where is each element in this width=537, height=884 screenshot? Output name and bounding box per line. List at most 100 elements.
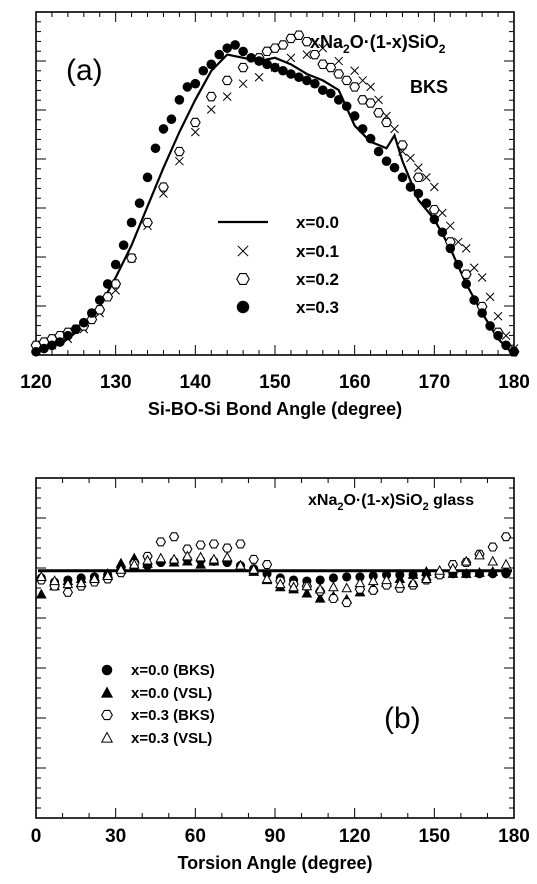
series-a-2-point xyxy=(349,82,361,92)
series-a-2-point xyxy=(301,36,313,47)
series-a-3-point xyxy=(325,88,336,99)
series-b-3-point xyxy=(168,553,180,564)
series-a-1-point xyxy=(445,221,455,231)
series-a-1-point xyxy=(485,292,495,302)
series-a-3-point xyxy=(254,56,264,66)
panel-a-ticks xyxy=(35,11,515,356)
series-a-1-point xyxy=(453,237,463,247)
series-b-3-point xyxy=(62,578,74,589)
series-a-2-point xyxy=(412,172,424,183)
series-b-2-point xyxy=(368,585,379,595)
series-a-3-point xyxy=(166,114,177,125)
series-a-1-point xyxy=(358,76,367,85)
series-b-2-point xyxy=(208,539,220,549)
series-a-3-point xyxy=(333,95,344,105)
series-a-3-point xyxy=(230,40,240,50)
series-a-3-point xyxy=(238,46,248,57)
legend-marker-sample xyxy=(236,300,250,314)
series-a-3-point xyxy=(102,279,113,289)
series-a-1-point-stroke-2 xyxy=(501,331,511,340)
series-b-2-point xyxy=(182,544,193,554)
series-b-3-point xyxy=(35,571,47,581)
series-a-2-point xyxy=(341,75,353,86)
series-a-3-point xyxy=(421,198,432,208)
panel-a-title: xNa2O·(1-x)SiO2 xyxy=(310,32,446,56)
series-a-2-point xyxy=(142,217,153,228)
series-a-3-point xyxy=(278,65,288,76)
series-a-3-point xyxy=(389,162,400,173)
series-b-3-point xyxy=(221,551,233,562)
panel-b-title: xNa2O·(1-x)SiO2 glass xyxy=(308,492,474,513)
series-b-2-point xyxy=(155,537,167,547)
series-b-3-point xyxy=(394,578,406,589)
series-a-3-point xyxy=(190,78,201,89)
series-a-2-point xyxy=(317,59,329,70)
panel-a-xtick-label: 120 xyxy=(20,372,52,393)
legend-label: x=0.0 (BKS) xyxy=(131,662,215,679)
series-a-3-point xyxy=(182,82,193,92)
panel-a-xtick-label: 160 xyxy=(339,372,371,393)
series-a-1-point xyxy=(350,66,360,76)
panel-a-label: (a) xyxy=(66,54,103,87)
series-b-2-point xyxy=(235,539,246,549)
series-b-3-point xyxy=(487,555,499,566)
panel-b-tick-labels: 0 30 60 90 120 150 180 xyxy=(31,826,530,847)
series-a-2-point xyxy=(381,117,392,128)
legend-marker-sample xyxy=(100,686,114,698)
panel-b-legend: x=0.0 (BKS) x=0.0 (VSL) x=0.3 (BKS) x=0.3 (… xyxy=(100,662,215,747)
series-b-3-point xyxy=(288,581,299,592)
series-b-1-point xyxy=(35,588,47,599)
series-b-3-point xyxy=(75,577,87,588)
series-a-2-point xyxy=(285,33,297,44)
series-a-3-point xyxy=(39,343,49,354)
series-a-3-point xyxy=(461,279,472,289)
series-b-2-point xyxy=(487,542,498,552)
series-a-1-point xyxy=(390,124,399,134)
series-b-1-point xyxy=(301,587,313,598)
series-a-1-point xyxy=(222,92,232,101)
panel-a-xlabel: Si-BO-Si Bond Angle (degree) xyxy=(148,399,402,419)
series-a-3-point xyxy=(134,198,145,208)
series-a-3-point xyxy=(509,346,519,357)
legend-marker-sample-stroke-2 xyxy=(237,245,249,257)
series-a-3-point xyxy=(206,59,217,70)
series-a-2-point xyxy=(237,62,249,73)
series-a-3-point xyxy=(397,172,408,183)
series-a-1-point xyxy=(190,127,200,137)
series-b-3-point xyxy=(434,564,445,575)
series-a-1-point xyxy=(254,72,264,82)
series-b-2-point xyxy=(168,532,180,542)
series-a-3-point xyxy=(214,49,225,60)
series-a-1-point-stroke-2 xyxy=(493,311,503,321)
series-b-2-point xyxy=(261,560,273,570)
series-a-3-point xyxy=(429,214,440,225)
series-a-2-point xyxy=(397,140,408,150)
series-b-3-point xyxy=(195,551,206,562)
panel-b-xlabel: Torsion Angle (degree) xyxy=(177,853,372,873)
panel-a-tick-labels: 120 130 140 150 160 170 180 xyxy=(20,372,530,393)
series-a-3-point xyxy=(55,337,65,347)
series-a-1-point xyxy=(406,153,415,163)
series-a-3-point xyxy=(501,340,511,351)
series-b-2-point xyxy=(62,587,74,597)
series-a-1-point-stroke-2 xyxy=(453,237,463,247)
series-a-1-point xyxy=(422,172,431,182)
panel-a: 120 130 140 150 160 170 180 Si-BO-Si Bond Angl… xyxy=(20,11,530,419)
series-a-2-point xyxy=(373,108,385,118)
series-b-3-point xyxy=(208,553,220,564)
series-b-3-point xyxy=(89,573,100,584)
series-a-2-point xyxy=(460,269,472,279)
series-a-3-point xyxy=(318,85,328,95)
series-b-3-point xyxy=(142,554,153,565)
series-a-2-point xyxy=(309,49,321,60)
legend-marker-sample xyxy=(101,709,113,721)
series-b-2-point xyxy=(341,598,352,608)
series-a-3-point xyxy=(150,143,161,154)
panel-b-ticks xyxy=(35,477,515,819)
series-a-3-point xyxy=(79,317,89,328)
series-b-1-point xyxy=(487,565,499,576)
series-a-1-point-stroke-2 xyxy=(286,53,296,63)
series-a-1-point-stroke-2 xyxy=(422,172,431,182)
series-a-3-point xyxy=(341,101,352,112)
